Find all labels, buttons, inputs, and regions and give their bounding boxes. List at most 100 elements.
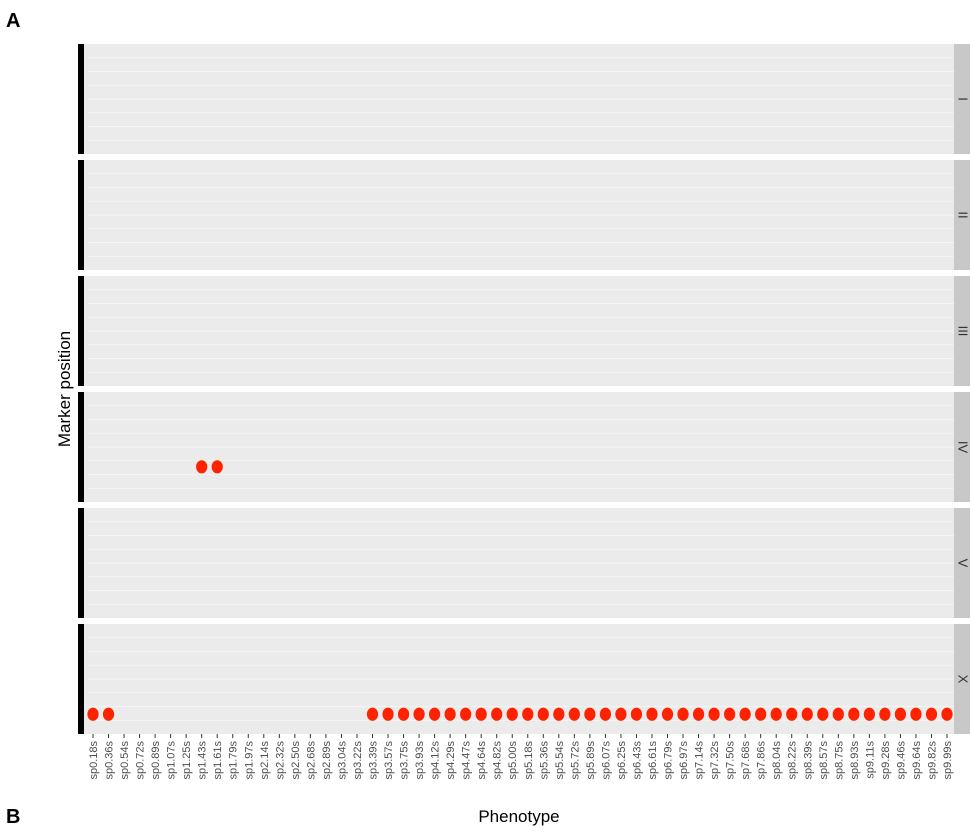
facet-strip-label: III xyxy=(956,326,970,337)
data-point xyxy=(584,707,596,721)
data-point xyxy=(196,460,208,474)
data-point xyxy=(786,707,798,721)
facet-strip-II xyxy=(954,160,970,270)
x-tick-label: sp8.57s xyxy=(818,741,830,780)
data-point xyxy=(677,707,689,721)
x-tick-label: sp1.97s xyxy=(243,741,255,780)
x-tick-label: sp1.43s xyxy=(197,741,209,780)
x-tick-label: sp6.25s xyxy=(616,741,628,780)
data-point xyxy=(817,707,829,721)
data-point xyxy=(910,707,922,721)
marker-position-bar xyxy=(78,276,84,386)
x-tick-label: sp5.00s xyxy=(507,741,519,780)
x-tick-label: sp4.82s xyxy=(492,741,504,780)
data-point xyxy=(211,460,223,474)
data-point xyxy=(102,707,115,721)
x-tick-label: sp1.79s xyxy=(228,741,240,780)
panel-label-a: A xyxy=(6,10,21,32)
marker-position-bar xyxy=(78,624,84,734)
data-point xyxy=(491,707,503,721)
data-point xyxy=(413,707,425,721)
x-tick-label: sp7.50s xyxy=(725,741,737,780)
x-tick-label: sp9.82s xyxy=(926,741,938,780)
x-tick-label: sp9.28s xyxy=(880,741,892,780)
marker-position-bar xyxy=(78,392,84,502)
marker-position-bar xyxy=(78,160,84,270)
x-tick-label: sp3.22s xyxy=(352,741,364,780)
x-tick-label: sp0.72s xyxy=(135,741,147,780)
data-point xyxy=(444,707,456,721)
x-tick-label: sp6.61s xyxy=(647,741,659,780)
data-point xyxy=(87,707,99,721)
data-point xyxy=(382,707,394,721)
data-point xyxy=(553,707,565,721)
x-tick-label: sp6.43s xyxy=(631,741,643,780)
x-tick-label: sp2.89s xyxy=(321,741,333,780)
x-tick-label: sp5.18s xyxy=(523,741,535,780)
data-point xyxy=(537,707,549,721)
facet-strip-IV xyxy=(954,392,970,502)
data-point xyxy=(879,707,891,721)
data-point xyxy=(770,707,782,721)
x-tick-label: sp1.61s xyxy=(212,741,224,780)
x-tick-label: sp4.29s xyxy=(445,741,457,780)
data-point xyxy=(832,707,844,721)
x-tick-label: sp5.36s xyxy=(538,741,550,780)
x-tick-label: sp2.32s xyxy=(274,741,286,780)
facet-strip-label: II xyxy=(956,211,970,218)
y-axis-title: Marker position xyxy=(55,331,74,447)
data-point xyxy=(894,707,907,721)
x-axis-title: Phenotype xyxy=(478,807,559,826)
x-tick-label: sp3.39s xyxy=(367,741,379,780)
facet-strip-label: IV xyxy=(956,441,970,454)
panel-label-b: B xyxy=(6,806,21,828)
facet-strip-label: V xyxy=(956,559,970,568)
data-point xyxy=(801,707,813,721)
x-tick-label: sp8.75s xyxy=(833,741,845,780)
x-tick-label: sp2.50s xyxy=(290,741,302,780)
x-tick-label: sp1.25s xyxy=(181,741,193,780)
x-tick-label: sp7.86s xyxy=(756,741,768,780)
data-point xyxy=(522,707,534,721)
data-point xyxy=(506,707,518,721)
facet-strip-III xyxy=(954,276,970,386)
x-tick-label: sp6.79s xyxy=(663,741,675,780)
data-point xyxy=(863,707,875,721)
data-point xyxy=(599,707,612,721)
x-tick-label: sp6.07s xyxy=(600,741,612,780)
x-tick-label: sp7.68s xyxy=(740,741,752,780)
x-tick-label: sp9.99s xyxy=(942,741,954,780)
data-point xyxy=(692,707,705,721)
x-tick-label: sp6.97s xyxy=(678,741,690,780)
data-point xyxy=(460,707,472,721)
data-point xyxy=(630,707,643,721)
x-tick-label: sp3.93s xyxy=(414,741,426,780)
data-point xyxy=(366,707,379,721)
data-point xyxy=(941,707,953,721)
x-tick-label: sp9.64s xyxy=(911,741,923,780)
x-tick-label: sp4.47s xyxy=(461,741,473,780)
x-tick-label: sp0.89s xyxy=(150,741,162,780)
data-point xyxy=(568,707,580,721)
data-point xyxy=(646,707,658,721)
x-tick-label: sp3.75s xyxy=(399,741,411,780)
facet-strip-V xyxy=(954,508,970,618)
data-point xyxy=(848,707,860,721)
data-point xyxy=(615,707,627,721)
facet-strip-label: I xyxy=(956,97,970,101)
marker-position-bar xyxy=(78,44,84,154)
data-point xyxy=(925,707,938,721)
x-tick-label: sp2.14s xyxy=(259,741,271,780)
x-tick-label: sp8.93s xyxy=(849,741,861,780)
data-point xyxy=(475,707,487,721)
x-tick-label: sp4.64s xyxy=(476,741,488,780)
x-tick-label: sp2.68s xyxy=(305,741,317,780)
data-point xyxy=(661,707,674,721)
x-tick-label: sp0.36s xyxy=(104,741,116,780)
data-point xyxy=(739,707,751,721)
x-tick-label: sp7.32s xyxy=(709,741,721,780)
x-tick-label: sp1.07s xyxy=(166,741,178,780)
x-tick-label: sp9.46s xyxy=(895,741,907,780)
